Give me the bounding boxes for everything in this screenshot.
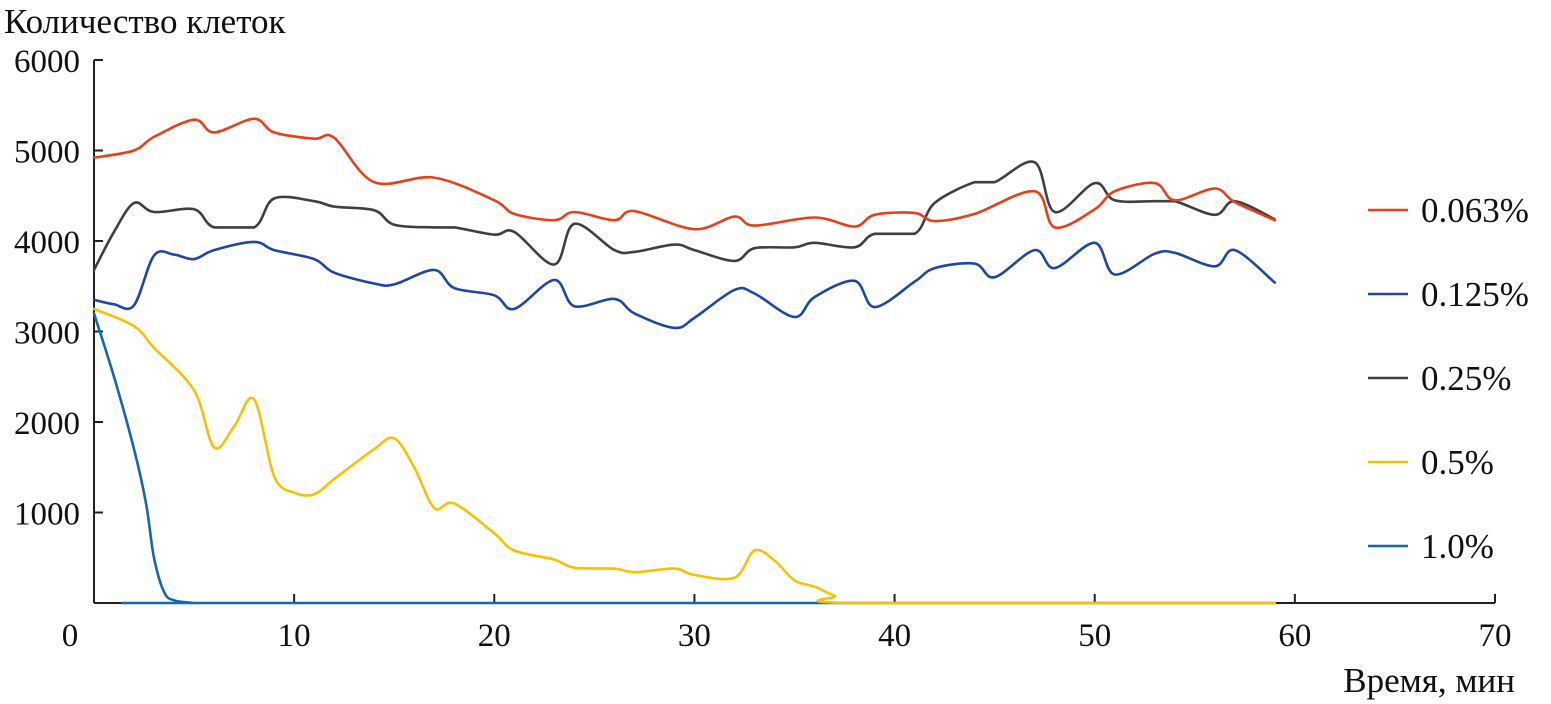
legend-label: 0.5% <box>1421 443 1494 482</box>
x-tick-label: 30 <box>678 618 711 654</box>
series-line-0-25- <box>92 160 1277 272</box>
x-axis-ticks: 0 10 20 30 40 50 60 70 <box>62 594 1512 654</box>
legend-label: 0.125% <box>1421 275 1529 314</box>
legend: 0.063% 0.125% 0.25% 0.5% 1.0% <box>1368 191 1529 566</box>
legend-label: 0.063% <box>1421 191 1529 230</box>
x-tick-label: 40 <box>878 618 911 654</box>
y-axis-ticks: 1000 2000 3000 4000 5000 6000 <box>14 44 103 533</box>
series-line-0-063- <box>92 117 1277 231</box>
x-tick-label: 10 <box>278 618 311 654</box>
series-lines <box>92 117 1277 605</box>
series-line-0-125- <box>92 240 1277 330</box>
series-line-1-0- <box>92 312 1277 605</box>
y-tick-label: 5000 <box>14 135 80 171</box>
x-tick-label: 50 <box>1078 618 1111 654</box>
x-tick-label: 0 <box>62 618 79 654</box>
y-tick-label: 2000 <box>14 406 80 442</box>
legend-label: 1.0% <box>1421 527 1494 566</box>
y-tick-label: 1000 <box>14 497 80 533</box>
x-tick-label: 60 <box>1278 618 1311 654</box>
y-axis-label: Количество клеток <box>4 2 287 41</box>
series-line-0-5- <box>92 307 1277 605</box>
x-tick-label: 20 <box>478 618 511 654</box>
x-axis-label: Время, мин <box>1343 661 1515 700</box>
y-tick-label: 6000 <box>14 44 80 80</box>
y-tick-label: 3000 <box>14 316 80 352</box>
legend-label: 0.25% <box>1421 359 1511 398</box>
y-tick-label: 4000 <box>14 225 80 261</box>
x-tick-label: 70 <box>1479 618 1512 654</box>
